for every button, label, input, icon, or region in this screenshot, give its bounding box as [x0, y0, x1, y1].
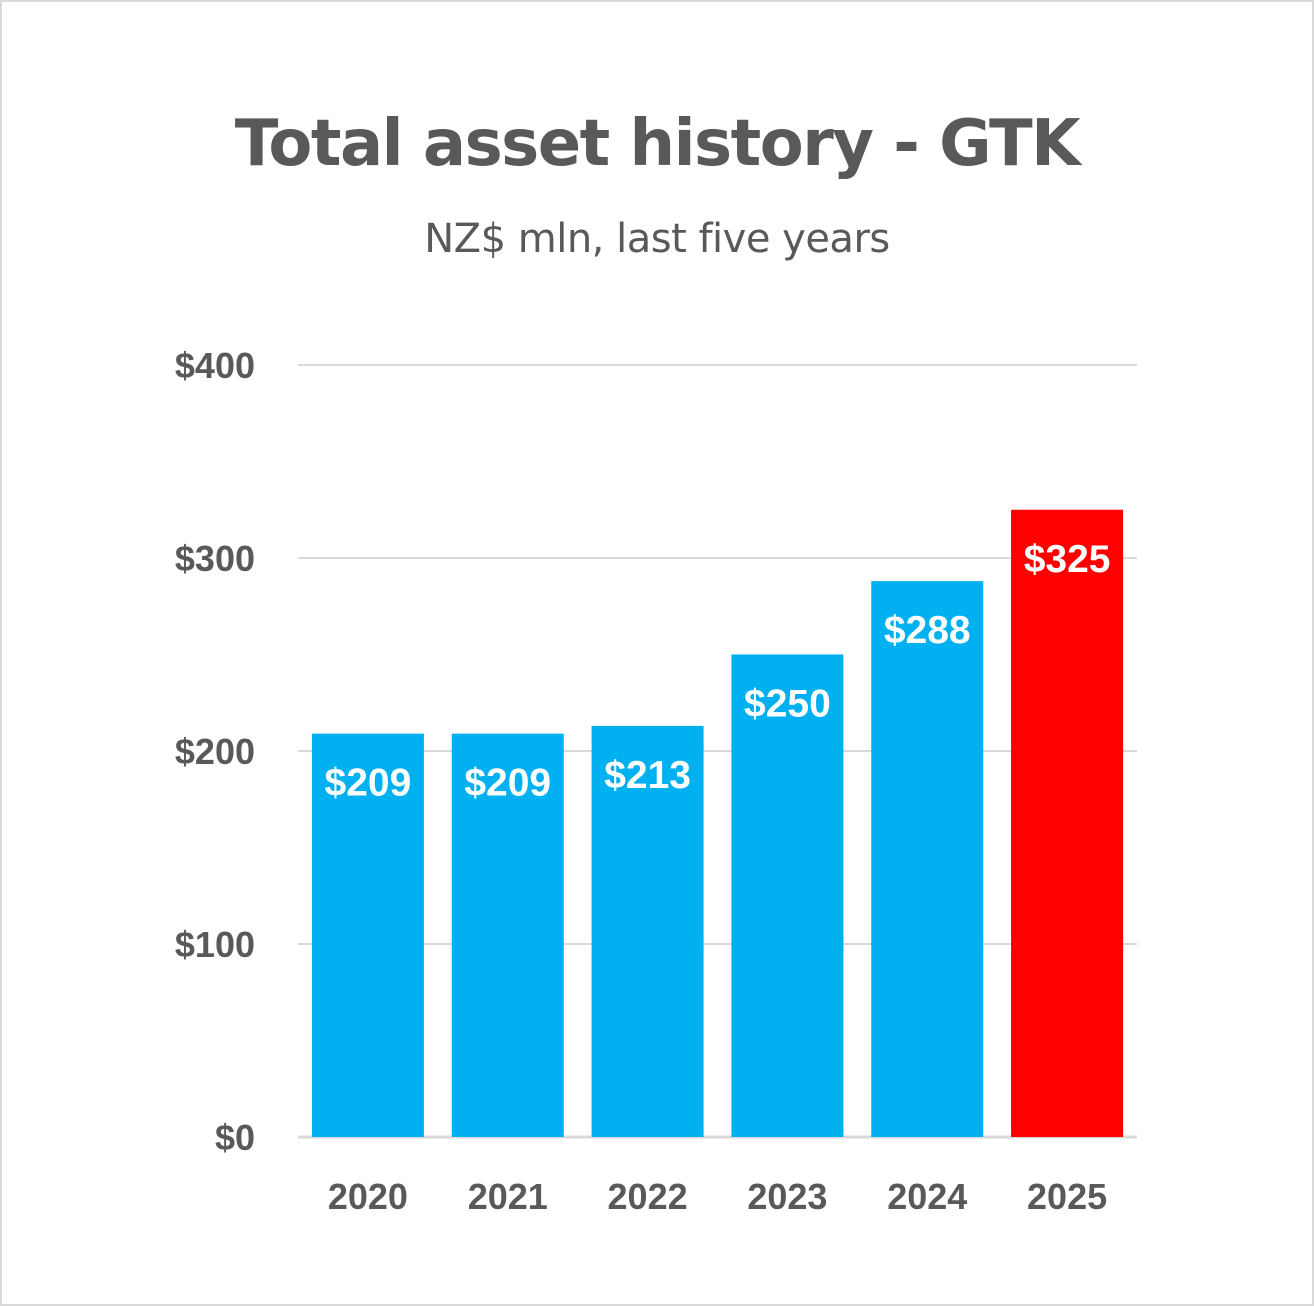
y-tick-label: $0: [215, 1117, 255, 1158]
x-tick-label-2020: 2020: [328, 1176, 408, 1217]
bar-2021: [451, 733, 564, 1137]
x-tick-label-2025: 2025: [1027, 1176, 1107, 1217]
chart-title: Total asset history - GTK: [234, 107, 1081, 181]
y-tick-label: $100: [175, 924, 255, 965]
data-label-2022: $213: [604, 754, 691, 797]
x-axis-tick-labels: 2020 2021 2022 2023 2024 2025: [328, 1176, 1107, 1217]
x-tick-label-2021: 2021: [468, 1176, 548, 1217]
bars: [311, 509, 1124, 1137]
x-tick-label-2024: 2024: [887, 1176, 967, 1217]
data-label-2021: $209: [464, 762, 551, 805]
data-label-2023: $250: [744, 683, 831, 726]
gridlines: [298, 364, 1137, 1139]
bar-2025: [1011, 509, 1124, 1137]
y-tick-label: $400: [175, 345, 255, 386]
y-axis-tick-labels: $0 $100 $200 $300 $400: [175, 345, 255, 1158]
bar-2020: [311, 733, 424, 1137]
x-tick-label-2023: 2023: [747, 1176, 827, 1217]
bar-2024: [871, 581, 984, 1137]
chart-subtitle: NZ$ mln, last five years: [424, 216, 890, 262]
data-label-2020: $209: [325, 762, 412, 805]
x-tick-label-2022: 2022: [608, 1176, 688, 1217]
data-label-2024: $288: [884, 609, 971, 652]
bar-2022: [591, 725, 704, 1137]
y-tick-label: $200: [175, 731, 255, 772]
y-tick-label: $300: [175, 538, 255, 579]
data-label-2025: $325: [1024, 538, 1111, 581]
bar-2023: [731, 654, 844, 1137]
data-labels: $209 $209 $213 $250 $288 $325: [325, 538, 1111, 805]
